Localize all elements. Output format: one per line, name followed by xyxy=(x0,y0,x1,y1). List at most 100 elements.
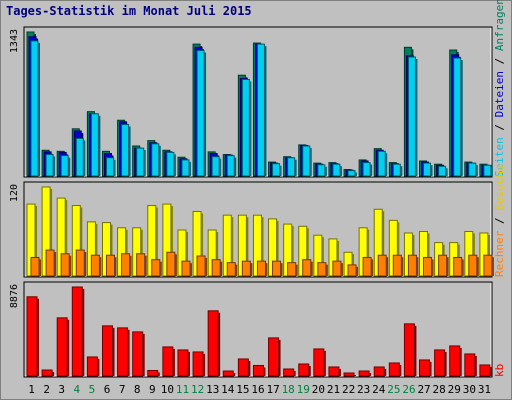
bar-besuche-day-25-shade xyxy=(397,222,400,276)
bar-seiten-day-19 xyxy=(302,145,311,177)
bar-rechner-day-7-shade xyxy=(129,255,132,276)
bar-kb-day-30 xyxy=(464,353,476,377)
bar-besuche-day-4-shade xyxy=(80,207,83,276)
bar-seiten-day-20 xyxy=(317,164,326,177)
bar-seiten-day-30 xyxy=(468,162,477,177)
bar-kb-day-11-shade xyxy=(187,351,190,376)
bar-kb-day-27-shade xyxy=(429,361,432,376)
bar-besuche-day-8-shade xyxy=(140,229,143,276)
bar-besuche-day-16-shade xyxy=(261,217,264,276)
bar-seiten-day-21 xyxy=(332,163,341,177)
bar-kb-day-25 xyxy=(388,362,400,377)
bar-rechner-day-17 xyxy=(272,260,282,277)
bar-rechner-day-25-shade xyxy=(401,257,404,276)
bar-seiten-day-8 xyxy=(136,147,145,177)
bar-rechner-day-5-shade xyxy=(99,257,102,276)
legend-bottom-part-0: kb xyxy=(493,364,506,377)
bar-kb-day-15-shade xyxy=(248,360,251,376)
x-label-day-19: 19 xyxy=(297,383,310,396)
bar-rechner-day-6 xyxy=(105,254,115,277)
bar-seiten-day-5-shade xyxy=(98,115,101,176)
x-label-day-25: 25 xyxy=(387,383,400,396)
bar-rechner-day-30-shade xyxy=(476,257,479,276)
legend-top-part-3: / xyxy=(493,51,506,71)
x-label-day-5: 5 xyxy=(89,383,96,396)
bar-rechner-day-9-shade xyxy=(159,261,162,276)
bar-rechner-day-20 xyxy=(317,262,327,277)
bar-seiten-day-29 xyxy=(453,57,462,177)
bar-rechner-day-26 xyxy=(407,254,417,277)
bar-kb-day-1-shade xyxy=(37,298,39,376)
bar-seiten-day-27-shade xyxy=(430,165,433,176)
bar-besuche-day-3-shade xyxy=(65,200,68,276)
legend-top-part-4: Anfragen xyxy=(493,0,506,51)
x-label-day-4: 4 xyxy=(74,383,81,396)
bar-kb-day-18-shade xyxy=(293,370,296,376)
bar-kb-day-21 xyxy=(328,366,340,377)
bar-seiten-day-11-shade xyxy=(188,161,191,176)
ymax-label-middle: 120 xyxy=(9,184,20,202)
bar-seiten-day-8-shade xyxy=(143,150,146,176)
bar-seiten-day-6 xyxy=(105,157,114,177)
bar-rechner-day-22 xyxy=(347,264,357,277)
bar-kb-day-22-shade xyxy=(354,374,357,376)
bar-rechner-day-8-shade xyxy=(144,255,147,276)
x-label-day-30: 30 xyxy=(463,383,476,396)
bar-besuche-day-17-shade xyxy=(276,220,279,276)
bar-seiten-day-12 xyxy=(196,50,205,177)
bar-seiten-day-12-shade xyxy=(204,52,207,176)
bar-kb-day-23-shade xyxy=(369,372,372,376)
bar-rechner-day-4-shade xyxy=(84,252,87,276)
bar-kb-day-3 xyxy=(56,317,68,377)
bar-kb-day-31-shade xyxy=(489,366,492,376)
bar-seiten-day-4-shade xyxy=(83,140,86,176)
legend-middle-part-1: / xyxy=(493,211,506,231)
bar-rechner-day-20-shade xyxy=(325,264,328,276)
bar-seiten-day-24-shade xyxy=(385,153,388,176)
bar-seiten-day-6-shade xyxy=(113,159,116,176)
bar-rechner-day-6-shade xyxy=(114,257,117,276)
bar-seiten-day-15 xyxy=(241,78,250,177)
bar-besuche-day-18-shade xyxy=(291,226,294,276)
bar-rechner-day-22-shade xyxy=(356,266,359,276)
x-label-day-23: 23 xyxy=(357,383,370,396)
bar-kb-day-2 xyxy=(41,369,53,377)
x-label-day-22: 22 xyxy=(342,383,355,396)
bar-besuche-day-24-shade xyxy=(382,211,385,276)
bar-kb-day-24-shade xyxy=(384,368,387,376)
chart-title: Tages-Statistik im Monat Juli 2015 xyxy=(6,4,252,18)
bar-kb-day-26 xyxy=(403,323,415,377)
bar-besuche-day-14-shade xyxy=(231,217,234,276)
bar-seiten-day-26 xyxy=(407,56,416,177)
bar-kb-day-30-shade xyxy=(474,355,477,376)
ymax-label-top: 1343 xyxy=(9,29,20,53)
bar-seiten-day-30-shade xyxy=(475,165,478,176)
bar-kb-day-5-shade xyxy=(97,358,100,376)
bar-kb-day-27 xyxy=(419,359,431,377)
bar-kb-day-24 xyxy=(373,366,385,377)
x-label-day-11: 11 xyxy=(176,383,189,396)
bar-rechner-day-11-shade xyxy=(189,263,192,276)
bar-seiten-day-24 xyxy=(377,150,386,177)
bar-kb-day-16-shade xyxy=(263,367,266,376)
bar-kb-day-17-shade xyxy=(278,339,281,376)
bar-seiten-day-7 xyxy=(121,124,130,177)
bar-kb-day-12-shade xyxy=(203,353,206,376)
bar-kb-day-26-shade xyxy=(414,325,417,376)
bar-kb-day-22 xyxy=(343,372,355,377)
bar-kb-day-14 xyxy=(222,370,234,377)
bar-kb-day-9 xyxy=(147,369,159,377)
bar-rechner-day-16-shade xyxy=(265,263,268,276)
bar-rechner-day-24-shade xyxy=(386,257,389,276)
bar-rechner-day-27-shade xyxy=(431,259,434,276)
bar-seiten-day-18 xyxy=(287,157,296,177)
bar-rechner-day-25 xyxy=(392,254,402,277)
bar-seiten-day-11 xyxy=(181,159,190,177)
bar-kb-day-10 xyxy=(162,346,174,377)
bar-kb-day-6 xyxy=(101,325,113,377)
legend-middle: Rechner / Besuche xyxy=(493,164,506,277)
bar-besuche-day-23-shade xyxy=(367,229,370,276)
bar-kb-day-13-shade xyxy=(218,312,221,376)
x-label-day-31: 31 xyxy=(478,383,491,396)
bar-seiten-day-1-shade xyxy=(38,42,40,177)
